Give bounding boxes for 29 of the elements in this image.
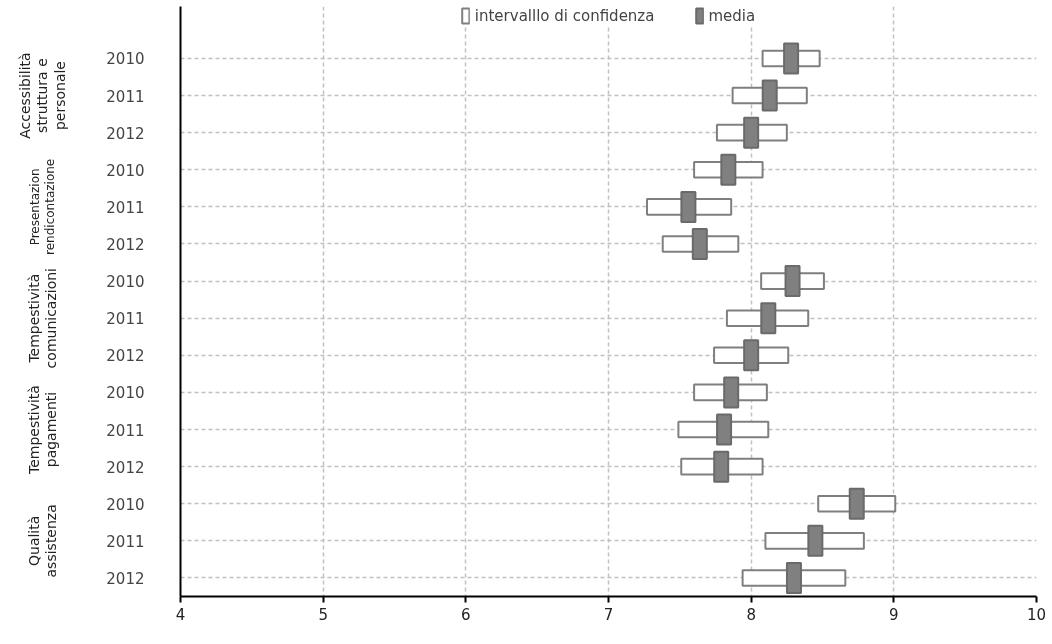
y-tick-label: 2010: [106, 161, 145, 180]
y-tick-label: 2012: [106, 569, 145, 588]
legend-label: intervalllo di confidenza: [474, 6, 655, 25]
y-tick-label: 2011: [106, 532, 145, 551]
text: Qualità assistenza: [25, 504, 60, 578]
y-tick-label: 2010: [106, 495, 145, 514]
y-tick-label: 2012: [106, 124, 145, 143]
x-tick-label: 8: [746, 605, 756, 624]
y-tick-label: 2011: [106, 310, 145, 329]
x-tick-label: 10: [1026, 605, 1047, 624]
y-tick-label: 2011: [106, 87, 145, 106]
text: Tempestività comunicazioni: [25, 268, 60, 369]
y-tick-label: 2012: [106, 235, 145, 254]
x-tick-label: 9: [889, 605, 899, 624]
text: Tempestività pagamenti: [25, 385, 60, 475]
text: Accessibilità struttura e personale: [16, 52, 69, 139]
y-tick-label: 2010: [106, 50, 145, 69]
x-tick-label: 5: [318, 605, 328, 624]
y-tick-label: 2012: [106, 458, 145, 477]
x-tick-label: 6: [461, 605, 471, 624]
y-tick-label: 2011: [106, 421, 145, 440]
y-tick-label: 2010: [106, 273, 145, 292]
y-tick-label: 2010: [106, 384, 145, 403]
y-tick-label: 2012: [106, 347, 145, 366]
text: Presentazion rendicontazione: [27, 158, 58, 255]
x-tick-label: 4: [175, 605, 186, 624]
y-tick-label: 2011: [106, 198, 145, 217]
x-tick-label: 7: [603, 605, 614, 624]
legend-label: media: [708, 6, 756, 25]
